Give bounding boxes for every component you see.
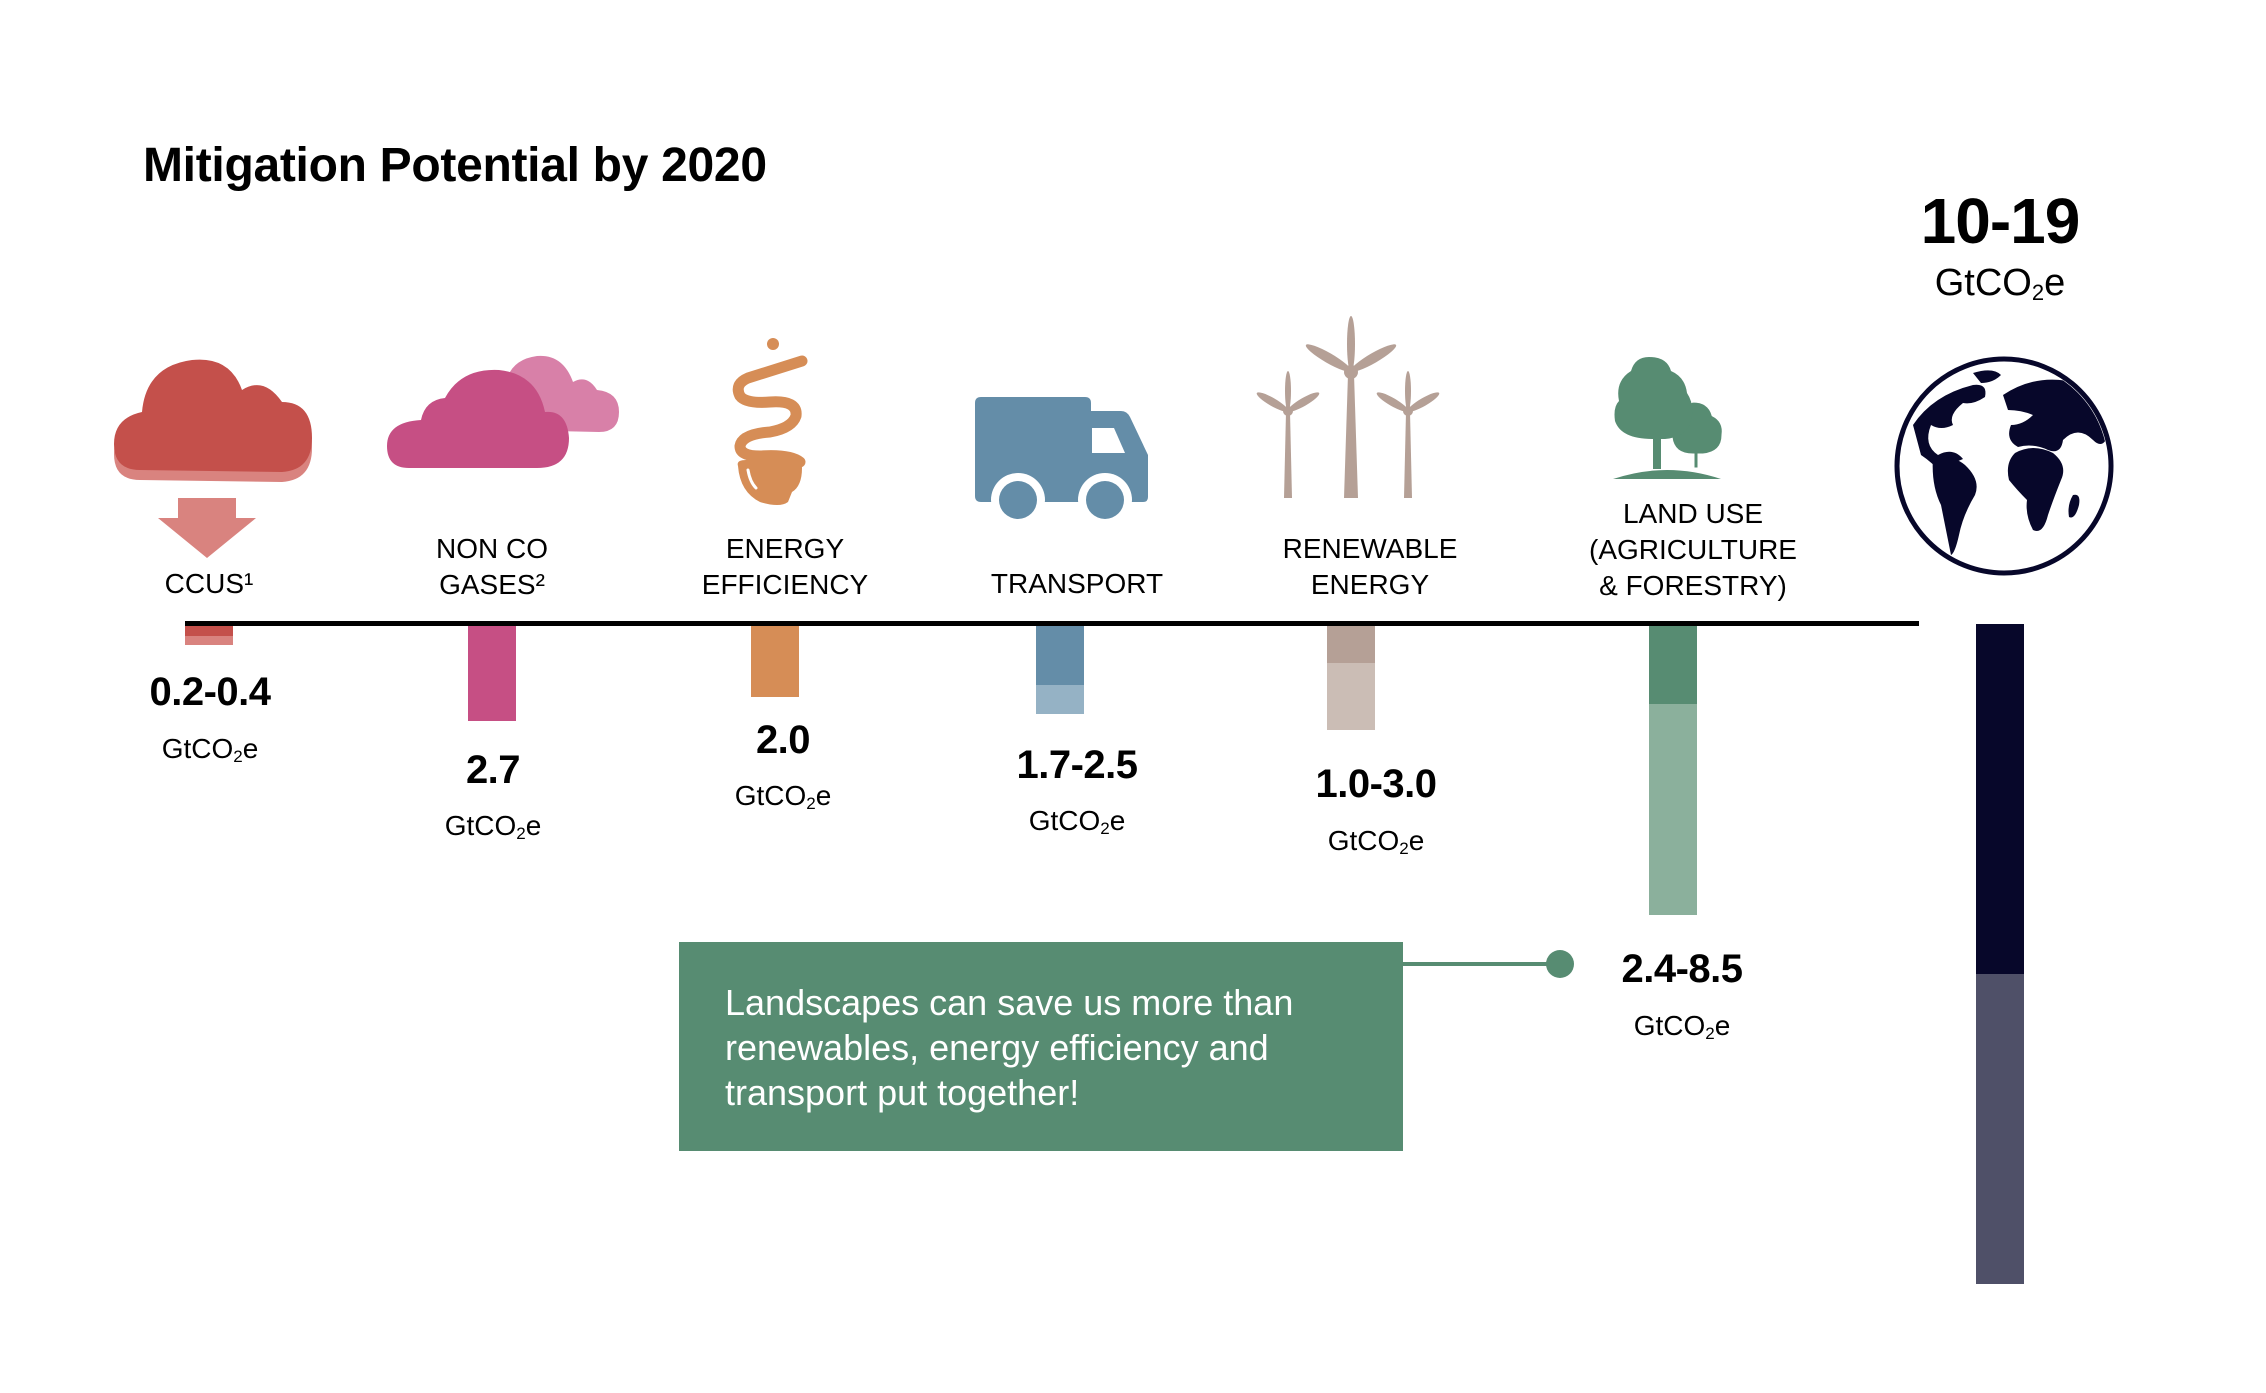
double-cloud-icon — [387, 355, 619, 468]
total-bar-high — [1976, 974, 2024, 1284]
bar-land-use — [1649, 626, 1697, 915]
label-non-co-gases: NON CO GASES² — [436, 533, 548, 600]
callout-line: Landscapes can save us more than — [725, 982, 1294, 1023]
label-renewable-energy: RENEWABLE ENERGY — [1282, 533, 1458, 600]
baseline — [185, 621, 1919, 626]
bar-transport — [1036, 626, 1084, 714]
label-ccus: CCUS¹ — [164, 568, 254, 599]
total-unit: GtCO2e — [1934, 262, 2066, 305]
label-energy-efficiency: ENERGY EFFICIENCY — [701, 533, 869, 600]
value-energy-efficiency: 2.0 — [755, 718, 811, 762]
callout-line: renewables, energy efficiency and — [725, 1027, 1269, 1068]
cloud-down-arrow-icon — [114, 359, 312, 558]
trees-icon — [1613, 357, 1725, 479]
unit-land-use: GtCO2e — [1633, 1010, 1731, 1043]
truck-icon — [975, 397, 1148, 522]
bar-energy-efficiency — [751, 626, 799, 697]
value-renewable-energy: 1.0-3.0 — [1315, 762, 1437, 806]
lightbulb-icon — [732, 338, 808, 505]
unit-non-co-gases: GtCO2e — [444, 810, 542, 843]
total-value: 10-19 — [1920, 185, 2081, 257]
unit-renewable-energy: GtCO2e — [1327, 825, 1425, 858]
bar-renewable-energy — [1327, 626, 1375, 730]
chart-title: Mitigation Potential by 2020 — [143, 139, 767, 192]
label-land-use: LAND USE (AGRICULTURE & FORESTRY) — [1589, 498, 1797, 601]
callout-connector — [1403, 962, 1560, 966]
bar-non-co-gases — [468, 626, 516, 721]
bar-ccus — [185, 626, 233, 645]
label-transport: TRANSPORT — [990, 568, 1164, 599]
total-bar-low — [1976, 624, 2024, 974]
unit-energy-efficiency: GtCO2e — [734, 780, 832, 813]
callout-box: Landscapes can save us more than renewab… — [679, 942, 1403, 1151]
unit-ccus: GtCO2e — [161, 733, 259, 766]
unit-transport: GtCO2e — [1028, 805, 1126, 838]
wind-turbine-icon — [1256, 316, 1440, 498]
globe-icon — [1894, 356, 2114, 576]
value-transport: 1.7-2.5 — [1016, 743, 1138, 787]
total-bar — [1976, 624, 2024, 1284]
callout-line: transport put together! — [725, 1072, 1080, 1113]
value-land-use: 2.4-8.5 — [1621, 947, 1743, 991]
callout-dot — [1546, 950, 1574, 978]
value-non-co-gases: 2.7 — [465, 748, 521, 792]
value-ccus: 0.2-0.4 — [149, 670, 271, 714]
